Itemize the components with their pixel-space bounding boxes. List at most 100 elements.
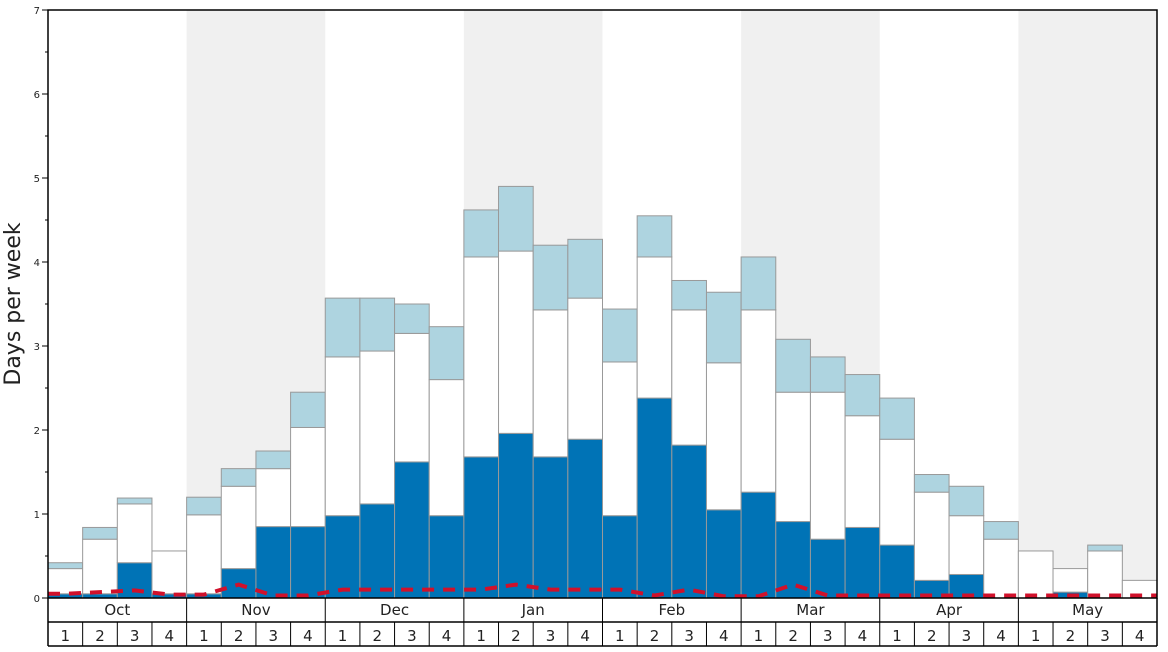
bar-segment-2-week-9 xyxy=(324,356,361,517)
bar-segment-2-week-11 xyxy=(394,332,430,463)
bar-segment-2-week-2 xyxy=(82,538,118,595)
bar-segment-3-week-19 xyxy=(671,279,707,311)
bar-segment-2-week-1 xyxy=(47,568,84,595)
bar-segment-3-week-17 xyxy=(602,308,638,363)
bar-segment-3-week-26 xyxy=(913,474,950,493)
week-label: 3 xyxy=(130,627,140,645)
month-label-oct: Oct xyxy=(104,601,130,619)
bar-segment-3-week-7 xyxy=(255,450,292,470)
bar-segment-2-week-29 xyxy=(1017,550,1054,599)
y-tick-label: 7 xyxy=(34,6,40,17)
bar-segment-3-week-27 xyxy=(948,485,985,517)
month-label-mar: Mar xyxy=(796,601,825,619)
week-label: 1 xyxy=(61,627,71,645)
month-shade-may xyxy=(1018,10,1157,598)
bar-segment-2-week-19 xyxy=(671,309,707,446)
week-label: 2 xyxy=(927,627,937,645)
line-layer xyxy=(48,582,1157,599)
week-label: 4 xyxy=(442,627,452,645)
bar-segment-2-week-5 xyxy=(186,514,222,595)
week-label: 4 xyxy=(1135,627,1145,645)
bar-segment-3-week-12 xyxy=(428,326,465,381)
week-label: 1 xyxy=(754,627,764,645)
bar-segment-1-week-15 xyxy=(532,456,569,599)
bar-segment-2-week-28 xyxy=(983,538,1019,599)
month-label-apr: Apr xyxy=(936,601,963,619)
week-label: 3 xyxy=(546,627,556,645)
bar-segment-1-week-23 xyxy=(809,538,846,599)
week-label: 2 xyxy=(511,627,521,645)
bar-segment-1-week-18 xyxy=(636,397,673,599)
bar-segment-2-week-16 xyxy=(567,297,603,440)
bar-segment-1-week-7 xyxy=(255,526,292,599)
week-label: 1 xyxy=(199,627,209,645)
week-label: 1 xyxy=(892,627,902,645)
week-label: 4 xyxy=(165,627,175,645)
week-label: 4 xyxy=(858,627,868,645)
bar-segment-2-week-18 xyxy=(636,256,673,399)
axis-layer: 0 1 2 3 4 5 6 7 Oct Nov Dec Jan Feb Mar Apr May 1 2 3 4 1 2 3 4… xyxy=(34,6,1158,647)
bar-segment-2-week-27 xyxy=(948,515,985,575)
week-label: 2 xyxy=(650,627,660,645)
bar-segment-2-week-15 xyxy=(532,309,569,458)
week-label: 3 xyxy=(268,627,278,645)
y-tick-label: 0 xyxy=(34,594,40,605)
bar-segment-3-week-25 xyxy=(879,397,915,440)
bar-segment-2-week-20 xyxy=(705,362,742,511)
bar-segment-3-week-2 xyxy=(82,526,118,540)
bar-segment-2-week-31 xyxy=(1087,550,1123,599)
y-tick-label: 2 xyxy=(34,426,40,437)
week-label: 2 xyxy=(234,627,244,645)
bar-segment-3-week-1 xyxy=(47,562,84,570)
bar-segment-1-week-8 xyxy=(290,526,326,599)
bar-segment-2-week-7 xyxy=(255,468,292,528)
bar-segment-1-week-25 xyxy=(879,544,915,599)
week-label: 1 xyxy=(476,627,486,645)
y-tick-label: 3 xyxy=(34,342,40,353)
bar-segment-2-week-26 xyxy=(913,491,950,581)
week-label: 2 xyxy=(1066,627,1076,645)
bar-segment-2-week-14 xyxy=(498,250,534,434)
y-tick-label: 1 xyxy=(34,510,40,521)
bar-segment-1-week-19 xyxy=(671,444,707,599)
week-label: 2 xyxy=(95,627,105,645)
week-label: 4 xyxy=(719,627,729,645)
y-tick-label: 5 xyxy=(34,174,40,185)
week-label: 4 xyxy=(580,627,590,645)
y-tick-label: 6 xyxy=(34,90,40,101)
week-label: 4 xyxy=(303,627,313,645)
dashed-line-series xyxy=(48,582,1157,599)
y-tick-label: 4 xyxy=(34,258,40,269)
week-label: 3 xyxy=(684,627,694,645)
y-axis-label: Days per week xyxy=(1,222,26,385)
bar-segment-1-week-24 xyxy=(844,526,881,599)
week-label: 3 xyxy=(1100,627,1110,645)
bar-segment-2-week-23 xyxy=(809,391,846,540)
bar-segment-1-week-17 xyxy=(602,515,638,599)
bar-segment-2-week-3 xyxy=(116,503,153,564)
week-label: 1 xyxy=(1031,627,1041,645)
bar-segment-1-week-22 xyxy=(775,521,811,599)
bar-segment-2-week-17 xyxy=(602,361,638,517)
bar-segment-2-week-12 xyxy=(428,379,465,517)
bar-segment-3-week-8 xyxy=(290,391,326,428)
month-label-jan: Jan xyxy=(521,601,545,619)
bar-segment-3-week-21 xyxy=(740,256,777,311)
bar-segment-1-week-13 xyxy=(463,456,500,599)
week-label: 4 xyxy=(996,627,1006,645)
bar-segment-3-week-24 xyxy=(844,374,881,417)
bar-segment-1-week-12 xyxy=(428,515,465,599)
bar-segment-1-week-11 xyxy=(394,461,430,599)
bar-segment-3-week-11 xyxy=(394,303,430,334)
bar-segment-3-week-3 xyxy=(116,497,153,505)
bar-segment-2-week-6 xyxy=(220,485,257,570)
bar-segment-3-week-5 xyxy=(186,496,222,516)
bar-segment-2-week-25 xyxy=(879,438,915,546)
bar-segment-3-week-10 xyxy=(359,297,396,352)
bar-segment-3-week-23 xyxy=(809,356,846,393)
week-label: 2 xyxy=(372,627,382,645)
week-label: 1 xyxy=(615,627,625,645)
bar-segment-3-week-18 xyxy=(636,215,673,258)
bar-segment-3-week-22 xyxy=(775,338,811,393)
